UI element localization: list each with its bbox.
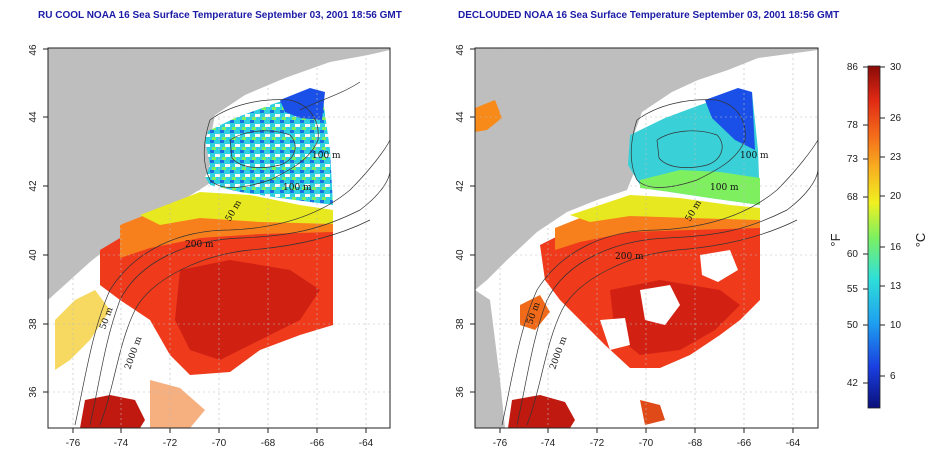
- left-sst-yellow: [140, 192, 333, 225]
- left-contour-label-200: 200 m: [185, 240, 214, 250]
- right-contour-label-200: 200 m: [615, 252, 644, 262]
- right-cloud-hole-2: [700, 250, 738, 282]
- right-sst-green: [640, 170, 760, 205]
- fahrenheit-tick: 55: [847, 284, 859, 295]
- left-lat-tickmarks: [43, 48, 48, 393]
- celsius-tick: 16: [890, 242, 902, 253]
- left-lat-tick: 38: [28, 318, 39, 330]
- left-sst-cool: [198, 92, 333, 205]
- fahrenheit-tick: 42: [847, 378, 859, 389]
- left-lon-tick: -64: [359, 438, 374, 449]
- fahrenheit-tick: 68: [847, 192, 859, 203]
- fahrenheit-tick: 86: [847, 62, 859, 73]
- right-sst-blue: [705, 88, 755, 150]
- celsius-tick: 10: [890, 320, 902, 331]
- right-gridlines: [475, 48, 818, 428]
- left-lat-tick: 46: [28, 44, 39, 56]
- right-lon-tick: -70: [639, 438, 654, 449]
- right-lon-tick: -76: [493, 438, 508, 449]
- right-contour-label-100a: 100 m: [740, 151, 769, 161]
- right-lat-tick: 44: [455, 111, 466, 123]
- celsius-tick: 13: [890, 281, 902, 292]
- fahrenheit-tick: 60: [847, 249, 859, 260]
- right-lat-tick: 46: [455, 44, 466, 56]
- left-bathymetry-contours: [74, 81, 390, 426]
- colorbar-fahrenheit-ticks: 86 78 73 68 60 55 50 42: [847, 62, 859, 389]
- left-map: [48, 48, 390, 428]
- right-lon-ticks: -76 -74 -72 -70 -68 -66 -64: [493, 438, 801, 449]
- left-lon-tickmarks: [72, 428, 367, 433]
- right-land-mass: [475, 48, 818, 290]
- left-lon-ticks: -76 -74 -72 -70 -68 -66 -64: [66, 438, 374, 449]
- celsius-tick: 20: [890, 191, 902, 202]
- right-lon-tick: -74: [541, 438, 556, 449]
- right-offshore-patch: [475, 100, 502, 132]
- left-lat-tick: 36: [28, 386, 39, 398]
- celsius-tick: 26: [890, 113, 902, 124]
- right-sst-yellow: [570, 195, 760, 222]
- right-coastal-orange: [520, 295, 550, 330]
- fahrenheit-tick: 50: [847, 320, 859, 331]
- right-lon-tickmarks: [499, 428, 794, 433]
- right-lon-tick: -64: [786, 438, 801, 449]
- right-lat-tick: 40: [455, 249, 466, 261]
- fahrenheit-tick: 78: [847, 120, 859, 131]
- fahrenheit-tick: 73: [847, 154, 859, 165]
- right-lat-tickmarks: [470, 48, 475, 393]
- right-lon-tick: -66: [737, 438, 752, 449]
- left-lon-tick: -72: [163, 438, 178, 449]
- left-land-mass: [48, 48, 390, 290]
- celsius-tick: 23: [890, 152, 902, 163]
- left-contour-label-100a: 100 m: [312, 151, 341, 161]
- right-map-title: DECLOUDED NOAA 16 Sea Surface Temperatur…: [458, 10, 840, 21]
- right-cloud-hole-1: [640, 285, 680, 325]
- right-lat-ticks: 36 38 40 42 44 46: [455, 44, 466, 398]
- left-contour-label-100b: 100 m: [283, 183, 312, 193]
- colorbar: 86 78 73 68 60 55 50 42 30 26 23 20 16 1…: [828, 62, 928, 409]
- left-cape-hatteras-warm: [80, 395, 145, 428]
- left-lat-tick: 40: [28, 249, 39, 261]
- fahrenheit-unit-label: °F: [828, 233, 843, 246]
- left-lon-tick: -68: [261, 438, 276, 449]
- right-lat-tick: 42: [455, 180, 466, 192]
- left-lat-ticks: 36 38 40 42 44 46: [28, 44, 39, 398]
- left-sst-hot: [175, 260, 320, 360]
- left-lon-tick: -70: [212, 438, 227, 449]
- colorbar-tickmarks: [863, 66, 885, 384]
- left-lon-tick: -74: [114, 438, 129, 449]
- left-sst-blue: [280, 88, 325, 120]
- right-map: [475, 48, 818, 428]
- left-lon-tick: -66: [310, 438, 325, 449]
- celsius-unit-label: °C: [913, 233, 928, 248]
- right-lat-tick: 38: [455, 318, 466, 330]
- right-contour-label-100b: 100 m: [710, 183, 739, 193]
- celsius-tick: 30: [890, 62, 902, 73]
- right-land-south: [475, 290, 505, 428]
- left-map-title: RU COOL NOAA 16 Sea Surface Temperature …: [38, 10, 402, 21]
- left-lat-tick: 44: [28, 111, 39, 123]
- right-cloud-hole-3: [600, 318, 630, 350]
- colorbar-gradient: [867, 65, 881, 409]
- right-cape-hatteras-warm: [508, 395, 575, 428]
- colorbar-celsius-ticks: 30 26 23 20 16 13 10 6: [890, 62, 902, 382]
- celsius-tick: 6: [890, 371, 896, 382]
- left-lon-tick: -76: [66, 438, 81, 449]
- right-bathymetry-contours: [501, 99, 818, 426]
- left-coastal-speckle: [55, 290, 110, 370]
- right-lon-tick: -68: [688, 438, 703, 449]
- left-lat-tick: 42: [28, 180, 39, 192]
- left-gridlines: [48, 48, 390, 428]
- right-lon-tick: -72: [590, 438, 605, 449]
- right-lat-tick: 36: [455, 386, 466, 398]
